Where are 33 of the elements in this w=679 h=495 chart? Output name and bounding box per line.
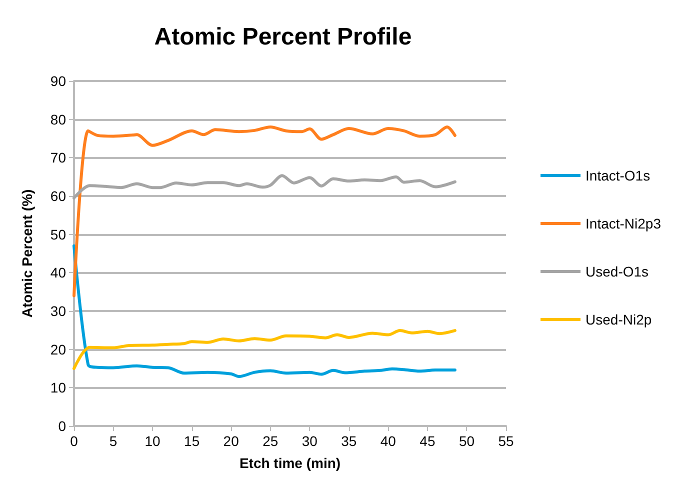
y-tick-label: 90 [50, 73, 66, 89]
legend-label: Intact-O1s [586, 168, 650, 184]
line-series [72, 126, 456, 298]
y-tick-label: 60 [50, 188, 66, 204]
legend-label: Used-Ni2p [586, 312, 652, 328]
legend-label: Intact-Ni2p3 [586, 216, 662, 232]
legend-label: Used-O1s [586, 264, 649, 280]
y-tick-label: 30 [50, 303, 66, 319]
y-tick-label: 0 [58, 418, 66, 434]
y-tick-label: 20 [50, 341, 66, 358]
x-tick-label: 45 [420, 433, 436, 449]
y-tick-label: 70 [50, 150, 66, 166]
x-tick-label: 10 [144, 433, 161, 449]
x-tick-label: 0 [70, 433, 78, 449]
x-tick-label: 35 [341, 433, 357, 449]
line-series [72, 174, 456, 200]
x-tick-label: 15 [184, 433, 200, 449]
x-tick-label: 20 [223, 433, 240, 449]
y-tick-label: 80 [50, 111, 66, 128]
y-axis-title: Atomic Percent (%) [19, 189, 35, 318]
y-tick-label: 10 [50, 380, 66, 396]
line-series [72, 244, 456, 378]
chart-title: Atomic Percent Profile [154, 24, 412, 50]
x-axis-title: Etch time (min) [239, 455, 341, 471]
y-tick-label: 50 [50, 226, 66, 242]
x-tick-label: 50 [458, 433, 475, 449]
x-tick-label: 5 [109, 433, 118, 449]
x-tick-label: 40 [380, 433, 396, 449]
x-tick-label: 55 [498, 433, 514, 449]
x-tick-label: 30 [302, 433, 318, 449]
line-series [72, 329, 456, 370]
x-tick-label: 25 [262, 433, 278, 449]
y-tick-label: 40 [50, 264, 66, 281]
